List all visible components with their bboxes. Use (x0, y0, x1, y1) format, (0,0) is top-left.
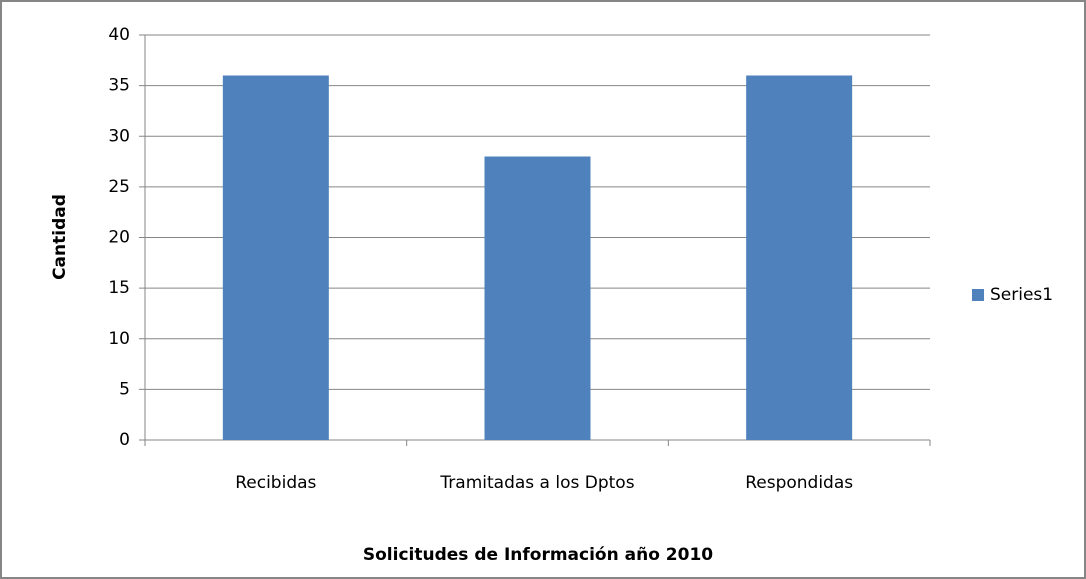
y-tick-label: 35 (108, 76, 130, 96)
legend-label: Series1 (990, 285, 1053, 305)
y-tick-label: 40 (108, 25, 130, 45)
legend-swatch (972, 289, 984, 301)
y-tick-label: 0 (119, 430, 130, 450)
y-tick-label: 10 (108, 329, 130, 349)
y-tick-label: 20 (108, 228, 130, 248)
bar (222, 75, 329, 440)
x-tick-label: Respondidas (745, 473, 853, 493)
y-tick-label: 5 (119, 379, 130, 399)
y-tick-label: 25 (108, 177, 130, 197)
y-axis-label: Cantidad (50, 194, 70, 280)
bar (746, 75, 853, 440)
x-tick-label: Tramitadas a los Dptos (439, 473, 634, 493)
bar (484, 156, 591, 440)
x-axis-label: Solicitudes de Información año 2010 (363, 545, 713, 565)
x-tick-label: Recibidas (235, 473, 316, 493)
y-tick-label: 15 (108, 278, 130, 298)
y-tick-label: 30 (108, 126, 130, 146)
